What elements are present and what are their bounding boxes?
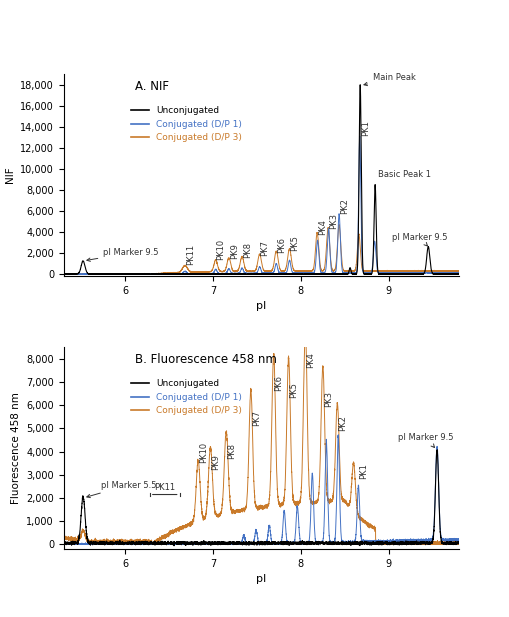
- Text: PK9: PK9: [229, 244, 238, 259]
- Text: PK5: PK5: [289, 382, 298, 398]
- Text: PK7: PK7: [260, 240, 269, 256]
- Text: PK1: PK1: [358, 463, 367, 479]
- Text: PK6: PK6: [274, 375, 283, 391]
- Text: PK10: PK10: [199, 442, 208, 463]
- Text: Basic Peak 1: Basic Peak 1: [377, 170, 430, 180]
- Legend: Unconjugated, Conjugated (D/P 1), Conjugated (D/P 3): Unconjugated, Conjugated (D/P 1), Conjug…: [127, 376, 245, 419]
- Text: PK9: PK9: [211, 454, 220, 470]
- Text: PK11: PK11: [154, 482, 175, 492]
- X-axis label: pI: pI: [256, 574, 266, 584]
- Text: Main Peak: Main Peak: [363, 73, 415, 86]
- Text: PK3: PK3: [323, 391, 332, 407]
- Text: A. NIF: A. NIF: [134, 80, 168, 93]
- Text: PK2: PK2: [340, 198, 348, 214]
- Text: PK7: PK7: [251, 410, 260, 426]
- Text: PK4: PK4: [318, 219, 327, 235]
- Text: PK4: PK4: [305, 352, 315, 368]
- Text: B. Fluorescence 458 nm: B. Fluorescence 458 nm: [134, 353, 276, 366]
- X-axis label: pI: pI: [256, 302, 266, 312]
- Text: PK1: PK1: [360, 120, 369, 136]
- Legend: Unconjugated, Conjugated (D/P 1), Conjugated (D/P 3): Unconjugated, Conjugated (D/P 1), Conjug…: [127, 103, 245, 146]
- Text: PK3: PK3: [329, 213, 338, 229]
- Text: pI Marker 9.5: pI Marker 9.5: [87, 248, 158, 262]
- Text: PK10: PK10: [216, 239, 225, 260]
- Text: PK2: PK2: [337, 415, 347, 431]
- Text: PK5: PK5: [290, 235, 299, 251]
- Text: PK11: PK11: [185, 244, 194, 265]
- Text: pI Marker 5.5: pI Marker 5.5: [87, 481, 156, 498]
- Text: PK6: PK6: [277, 237, 286, 253]
- Text: PK8: PK8: [227, 442, 236, 458]
- Text: pI Marker 9.5: pI Marker 9.5: [391, 233, 446, 246]
- Text: pI Marker 9.5: pI Marker 9.5: [397, 433, 453, 447]
- Y-axis label: NIF: NIF: [5, 167, 15, 183]
- Y-axis label: Fluorescence 458 nm: Fluorescence 458 nm: [11, 392, 21, 504]
- Text: PK8: PK8: [242, 242, 251, 259]
